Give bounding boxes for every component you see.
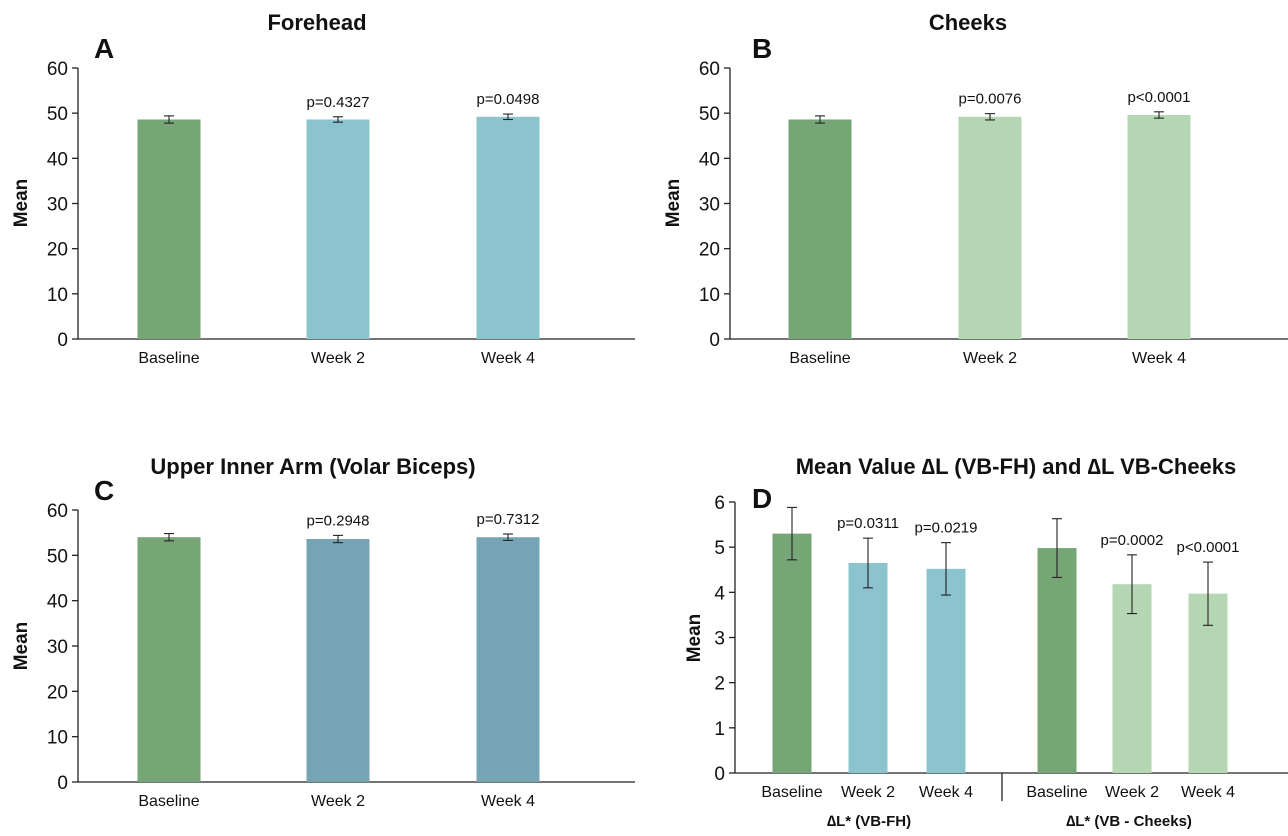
x-tick-label: Week 2: [1105, 784, 1159, 801]
y-axis-label: Mean: [11, 179, 32, 228]
group-label: ∆L* (VB-FH): [827, 813, 911, 830]
x-tick-label: Week 2: [963, 350, 1017, 367]
bar: [137, 119, 201, 340]
bar: [958, 116, 1022, 339]
y-axis-label: Mean: [663, 179, 684, 228]
y-tick-label: 1: [714, 719, 725, 740]
bar: [772, 533, 812, 773]
y-tick-label: 0: [714, 764, 725, 785]
bar: [476, 116, 540, 339]
bar: [1037, 548, 1077, 773]
y-tick-label: 30: [47, 195, 68, 216]
panel-d: Mean Value ∆L (VB-FH) and ∆L VB-Cheeks D 0…: [684, 454, 1288, 830]
p-value-label: p=0.0498: [477, 91, 540, 108]
y-tick-label: 0: [57, 773, 68, 794]
x-tick-label: Baseline: [789, 350, 850, 367]
y-tick-label: 0: [709, 330, 720, 351]
y-tick-label: 50: [47, 104, 68, 125]
y-axis-label: Mean: [684, 614, 705, 663]
panel-c: Upper Inner Arm (Volar Biceps) C 0 10 20 30 40…: [11, 454, 635, 810]
y-tick-label: 50: [699, 104, 720, 125]
x-tick-label: Week 2: [311, 793, 365, 810]
y-tick-label: 0: [57, 330, 68, 351]
p-value-label: p<0.0001: [1177, 539, 1240, 556]
bar: [848, 562, 888, 773]
y-tick-label: 20: [47, 682, 68, 703]
p-value-label: p=0.0219: [915, 520, 978, 537]
y-tick-label: 4: [714, 583, 725, 604]
y-tick-label: 40: [47, 149, 68, 170]
y-tick-label: 40: [47, 592, 68, 613]
panel-b: Cheeks B 0 10 20 30 40 50 60 Mean Baseline Week 2 p=…: [663, 10, 1288, 367]
chart-title: Mean Value ∆L (VB-FH) and ∆L VB-Cheeks: [796, 454, 1237, 479]
x-tick-label: Week 4: [481, 350, 535, 367]
y-tick-label: 30: [47, 637, 68, 658]
bar: [1112, 584, 1152, 773]
p-value-label: p=0.4327: [307, 94, 370, 111]
y-tick-label: 20: [699, 240, 720, 261]
panel-letter: A: [94, 33, 114, 64]
p-value-label: p<0.0001: [1128, 89, 1191, 106]
bar: [306, 539, 370, 782]
bar: [1127, 114, 1191, 340]
y-tick-label: 10: [699, 285, 720, 306]
x-tick-label: Week 2: [841, 784, 895, 801]
x-tick-label: Week 4: [481, 793, 535, 810]
y-tick-label: 5: [714, 538, 725, 559]
y-tick-label: 50: [47, 546, 68, 567]
x-tick-label: Baseline: [761, 784, 822, 801]
x-tick-label: Baseline: [138, 793, 199, 810]
panel-a: Forehead A 0 10 20 30 40 50 60 Mean Baseline Week 2…: [11, 10, 635, 367]
y-tick-label: 60: [699, 59, 720, 80]
x-tick-label: Week 4: [1132, 350, 1186, 367]
chart-title: Forehead: [267, 10, 366, 35]
panel-letter: D: [752, 483, 772, 514]
chart-title: Cheeks: [929, 10, 1007, 35]
y-tick-label: 3: [714, 629, 725, 650]
p-value-label: p=0.0311: [837, 515, 899, 532]
p-value-label: p=0.0002: [1101, 532, 1164, 549]
panel-letter: B: [752, 33, 772, 64]
y-tick-label: 10: [47, 728, 68, 749]
panel-letter: C: [94, 475, 114, 506]
chart-title: Upper Inner Arm (Volar Biceps): [150, 454, 475, 479]
p-value-label: p=0.0076: [959, 91, 1022, 108]
y-tick-label: 40: [699, 149, 720, 170]
y-axis-label: Mean: [11, 622, 32, 671]
x-tick-label: Week 2: [311, 350, 365, 367]
p-value-label: p=0.2948: [307, 512, 370, 529]
x-tick-label: Week 4: [919, 784, 973, 801]
x-tick-label: Week 4: [1181, 784, 1235, 801]
bar: [476, 537, 540, 782]
y-tick-label: 60: [47, 59, 68, 80]
group-label: ∆L* (VB - Cheeks): [1066, 813, 1192, 830]
y-tick-label: 6: [714, 493, 725, 514]
x-tick-label: Baseline: [1026, 784, 1087, 801]
y-tick-label: 2: [714, 674, 725, 695]
bar: [926, 568, 966, 773]
bar: [306, 119, 370, 340]
y-tick-label: 60: [47, 501, 68, 522]
x-tick-label: Baseline: [138, 350, 199, 367]
bar: [137, 537, 201, 782]
p-value-label: p=0.7312: [477, 511, 540, 528]
y-tick-label: 20: [47, 240, 68, 261]
y-tick-label: 30: [699, 195, 720, 216]
bar: [788, 119, 852, 340]
y-tick-label: 10: [47, 285, 68, 306]
